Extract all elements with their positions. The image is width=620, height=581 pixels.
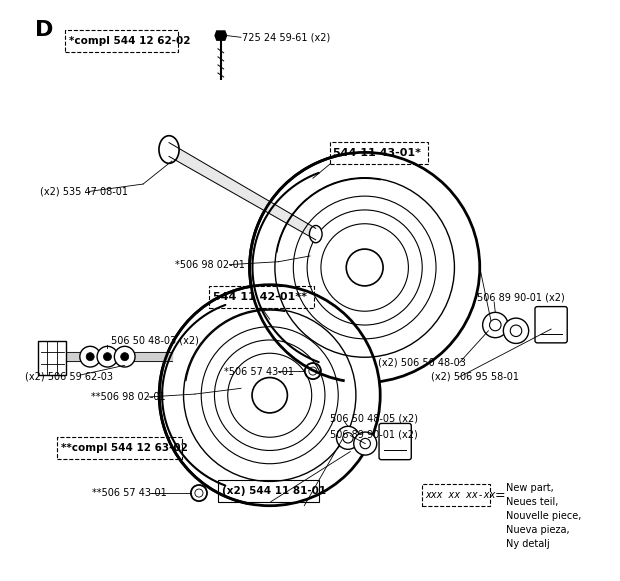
Bar <box>57 437 182 458</box>
Circle shape <box>482 313 508 338</box>
Bar <box>66 30 178 52</box>
Circle shape <box>360 439 370 449</box>
Text: 506 50 48-03 (x2): 506 50 48-03 (x2) <box>112 336 200 346</box>
Text: *506 98 02-01: *506 98 02-01 <box>175 260 245 270</box>
Text: =: = <box>494 489 505 502</box>
Text: xxx xx xx-xx: xxx xx xx-xx <box>425 490 495 500</box>
Circle shape <box>80 346 100 367</box>
Circle shape <box>159 285 380 505</box>
Text: 506 50 48-05 (x2): 506 50 48-05 (x2) <box>330 413 418 423</box>
Bar <box>422 485 490 506</box>
Text: 506 89 90-01 (x2): 506 89 90-01 (x2) <box>330 429 418 439</box>
Text: eReplacementParts.com: eReplacementParts.com <box>209 300 411 318</box>
Polygon shape <box>66 352 172 361</box>
Bar <box>330 142 428 164</box>
Circle shape <box>343 433 353 443</box>
Text: **506 57 43-01: **506 57 43-01 <box>92 488 167 498</box>
Circle shape <box>337 426 360 449</box>
Circle shape <box>252 378 288 413</box>
Text: *compl 544 12 62-02: *compl 544 12 62-02 <box>69 36 191 46</box>
Bar <box>218 480 319 501</box>
Text: (x2) 506 59 62-03: (x2) 506 59 62-03 <box>25 372 113 382</box>
Ellipse shape <box>159 136 179 163</box>
Circle shape <box>346 249 383 286</box>
Circle shape <box>97 346 118 367</box>
Text: 725 24 59-61 (x2): 725 24 59-61 (x2) <box>242 33 330 42</box>
Text: **compl 544 12 63-02: **compl 544 12 63-02 <box>61 443 188 453</box>
Bar <box>38 340 66 375</box>
Text: (x2) 535 47 08-01: (x2) 535 47 08-01 <box>40 187 128 196</box>
Circle shape <box>354 432 377 455</box>
Text: **506 98 02-01: **506 98 02-01 <box>91 392 166 402</box>
Circle shape <box>104 353 112 361</box>
Circle shape <box>121 353 129 361</box>
Polygon shape <box>169 142 316 240</box>
Text: (x2) 544 11 81-01: (x2) 544 11 81-01 <box>222 486 326 496</box>
Text: New part,
Neues teil,
Nouvelle piece,
Nueva pieza,
Ny detalj: New part, Neues teil, Nouvelle piece, Nu… <box>506 483 581 549</box>
Circle shape <box>510 325 522 336</box>
Bar <box>210 286 314 308</box>
FancyBboxPatch shape <box>379 424 411 460</box>
Text: (x2) 506 50 48-03: (x2) 506 50 48-03 <box>378 357 466 367</box>
Ellipse shape <box>309 225 322 243</box>
Circle shape <box>503 318 529 343</box>
Circle shape <box>86 353 94 361</box>
Text: 506 89 90-01 (x2): 506 89 90-01 (x2) <box>477 292 565 302</box>
FancyBboxPatch shape <box>535 307 567 343</box>
Text: 544 11 43-01*: 544 11 43-01* <box>333 148 421 158</box>
Text: 544 11 42-01**: 544 11 42-01** <box>213 292 308 302</box>
Circle shape <box>490 320 501 331</box>
Circle shape <box>114 346 135 367</box>
Text: (x2) 506 95 58-01: (x2) 506 95 58-01 <box>431 372 519 382</box>
Circle shape <box>250 152 480 382</box>
Text: *506 57 43-01: *506 57 43-01 <box>224 367 294 377</box>
Polygon shape <box>215 31 226 40</box>
Text: D: D <box>35 20 53 40</box>
